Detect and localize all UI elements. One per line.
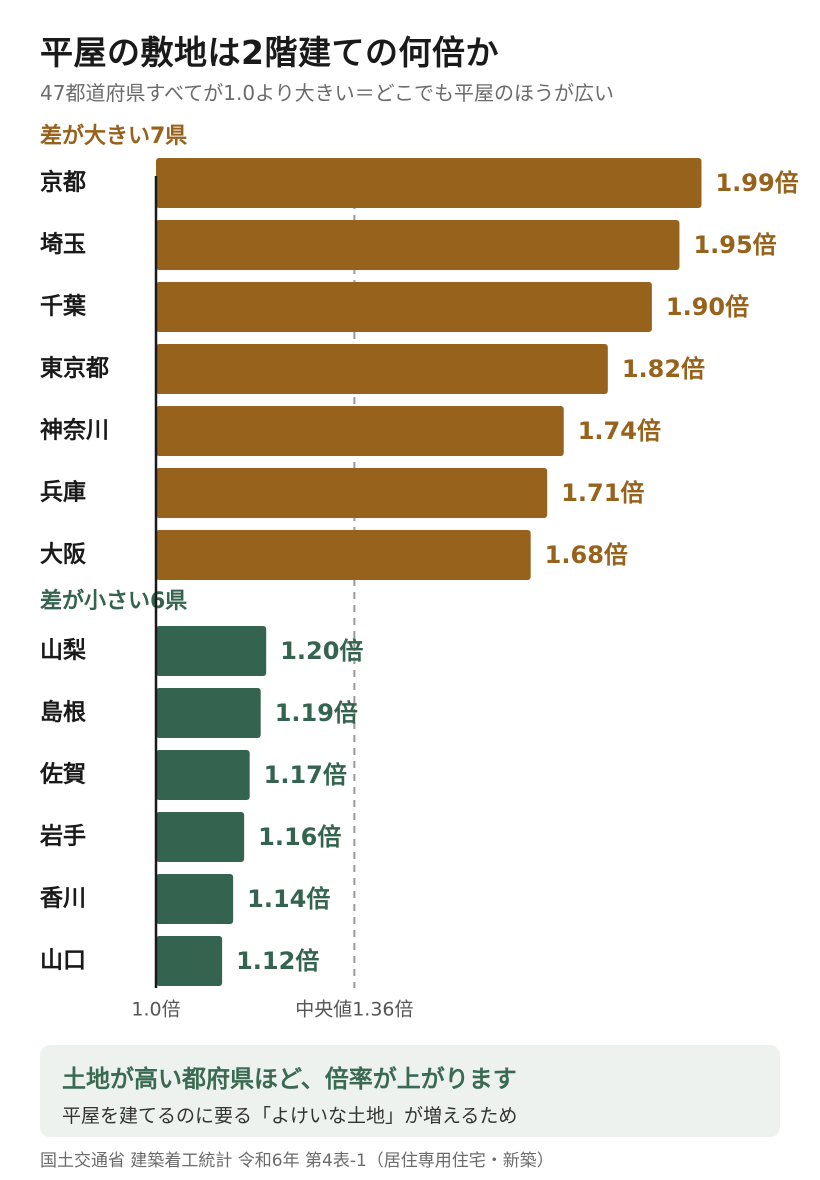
value-label: 1.99倍 [715, 169, 798, 197]
bar [156, 158, 702, 208]
value-label: 1.17倍 [264, 761, 347, 789]
category-label: 山口 [40, 948, 86, 974]
bar [156, 468, 548, 518]
value-label: 1.12倍 [236, 947, 319, 975]
category-label: 香川 [40, 886, 86, 912]
category-label: 岩手 [39, 824, 86, 850]
bar [156, 812, 245, 862]
value-label: 1.74倍 [578, 417, 661, 445]
bar [156, 344, 608, 394]
value-label: 1.90倍 [666, 293, 749, 321]
value-label: 1.19倍 [275, 699, 358, 727]
page-title: 平屋の敷地は2階建ての何倍か [40, 33, 499, 72]
value-label: 1.68倍 [545, 541, 628, 569]
value-label: 1.20倍 [280, 637, 363, 665]
category-label: 佐賀 [39, 762, 86, 788]
category-label: 島根 [40, 699, 86, 726]
value-label: 1.82倍 [622, 355, 705, 383]
baseline-tick-label: 1.0倍 [131, 999, 180, 1021]
bar [156, 406, 564, 456]
bar [156, 626, 267, 676]
category-label: 大阪 [40, 542, 86, 568]
median-tick-label: 中央値1.36倍 [295, 999, 413, 1021]
value-label: 1.71倍 [561, 479, 644, 507]
group-label: 差が大きい7県 [40, 123, 187, 149]
category-label: 神奈川 [40, 417, 109, 444]
note-body: 平屋を建てるのに要る「よけいな土地」が増えるため [62, 1105, 518, 1127]
source-note: 国土交通省 建築着工統計 令和6年 第4表-1（居住専用住宅・新築） [40, 1151, 554, 1171]
category-label: 山梨 [40, 638, 86, 664]
note-heading: 土地が高い都府県ほど、倍率が上がります [62, 1065, 517, 1093]
bar [156, 936, 223, 986]
category-label: 兵庫 [40, 479, 86, 506]
value-label: 1.16倍 [258, 823, 341, 851]
bar [156, 220, 680, 270]
category-label: 千葉 [40, 294, 87, 320]
category-label: 埼玉 [40, 232, 86, 258]
category-label: 京都 [40, 169, 86, 196]
value-label: 1.95倍 [693, 231, 776, 259]
bar [156, 282, 652, 332]
category-label: 東京都 [40, 355, 109, 382]
bar [156, 688, 261, 738]
bar [156, 874, 234, 924]
value-label: 1.14倍 [247, 885, 330, 913]
group-label: 差が小さい6県 [40, 588, 187, 614]
page-subtitle: 47都道府県すべてが1.0より大きい＝どこでも平屋のほうが広い [40, 81, 615, 105]
note-box: 土地が高い都府県ほど、倍率が上がります 平屋を建てるのに要る「よけいな土地」が増… [40, 1045, 780, 1137]
bar [156, 750, 250, 800]
bar [156, 530, 531, 580]
